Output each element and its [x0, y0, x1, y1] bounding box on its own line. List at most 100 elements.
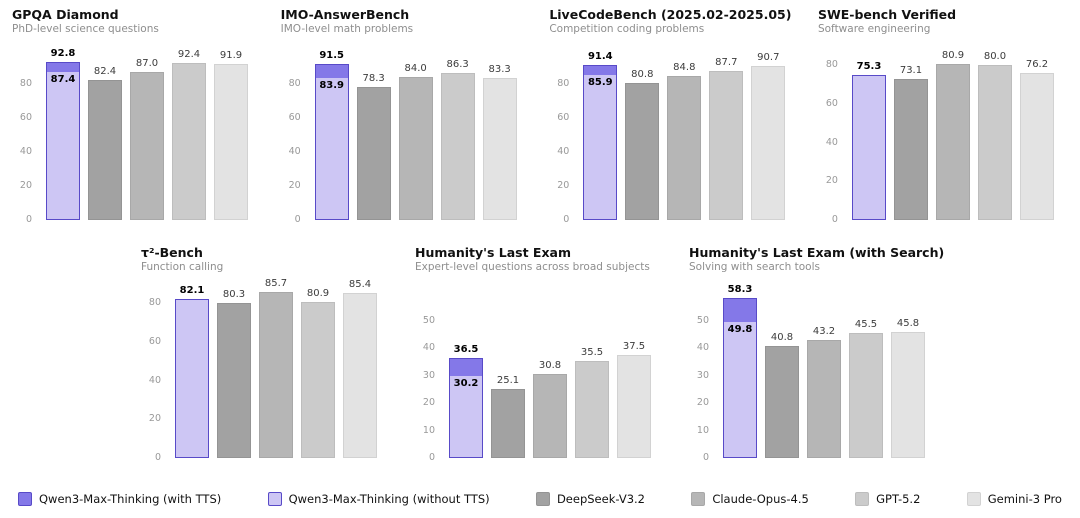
bar-value-label-without-tts: 30.2: [453, 378, 479, 390]
bar-value-label: 87.0: [135, 58, 159, 70]
chart-subtitle: Solving with search tools: [689, 261, 820, 273]
bar-value-label: 80.3: [222, 288, 246, 300]
bar-value-label: 91.4: [587, 50, 613, 62]
bar-qwen-without-tts: [175, 299, 209, 458]
plot-area: 0 20 40 60 80 85.9 91.4 80.8 84.8 87.7 90.7: [557, 50, 786, 225]
bars: 49.8 58.3 40.8 43.2 45.5 45.8: [723, 284, 925, 458]
plot-area: 0 10 20 30 40 50 30.2 36.5 25.1 30.8 35.5 37.5: [423, 288, 651, 463]
bar-fill: [893, 78, 928, 220]
y-tick-label: 60: [288, 112, 301, 123]
y-axis: 0 20 40 60 80: [549, 50, 575, 225]
y-tick-label: 40: [288, 146, 301, 157]
bar-value-label: 90.7: [757, 51, 780, 63]
y-tick-label: 80: [19, 78, 32, 89]
bar-value-label: 83.3: [488, 64, 511, 76]
chart-gpqa-diamond: GPQA Diamond PhD-level science questions…: [12, 7, 262, 225]
bar-qwen-without-tts: 85.9: [583, 64, 618, 220]
bar-claude-opus-4-5: 43.2: [807, 288, 841, 458]
bar-value-label: 86.3: [446, 59, 469, 71]
bar-gpt-5-2: 87.7: [709, 50, 744, 220]
bar-value-label: 92.8: [50, 48, 76, 60]
bar-qwen3-max-thinking: 82.1: [175, 285, 209, 458]
bar-fill: [751, 65, 786, 220]
bar-claude-opus-4-5: 30.8: [533, 288, 567, 458]
bar-qwen-without-tts: [851, 74, 886, 220]
y-tick-label: 40: [696, 342, 709, 354]
y-tick-label: 40: [422, 342, 435, 354]
bar-claude-opus-4-5: 80.9: [935, 50, 970, 220]
y-tick-label: 0: [563, 214, 570, 225]
bar-fill: [667, 75, 702, 220]
chart-title: GPQA Diamond: [12, 7, 119, 22]
legend-label: Gemini-3 Pro: [987, 492, 1062, 506]
y-tick-label: 10: [696, 424, 709, 436]
bar-gpt-5-2: 92.4: [172, 49, 206, 220]
chart-row-top: GPQA Diamond PhD-level science questions…: [10, 7, 1070, 225]
bar-gemini-3-pro: 83.3: [482, 50, 517, 220]
bar-fill: [356, 86, 391, 220]
legend-item-claude-opus-4-5: Claude-Opus-4.5: [691, 492, 809, 506]
y-tick-label: 20: [288, 180, 301, 191]
bar-qwen-without-tts: 49.8: [723, 298, 757, 458]
y-axis: 0 20 40 60 80: [281, 50, 307, 225]
legend-label: Qwen3-Max-Thinking (with TTS): [39, 492, 222, 506]
bar-fill: [891, 332, 925, 458]
chart-imo-answerbench: IMO-AnswerBench IMO-level math problems …: [280, 7, 531, 225]
bar-fill: [301, 301, 335, 458]
bar-qwen-with-tts-segment: [47, 63, 79, 73]
bar-value-label: 80.9: [306, 287, 330, 299]
bar-value-label: 82.1: [179, 285, 205, 297]
bar-value-label: 91.5: [319, 50, 344, 62]
plot-area: 0 10 20 30 40 50 49.8 58.3 40.8 43.2 45.5 45.8: [697, 284, 925, 463]
bar-fill: [977, 65, 1012, 220]
y-axis: 0 20 40 60 80: [141, 288, 167, 463]
bar-qwen3-max-thinking: 85.9 91.4: [583, 50, 618, 220]
bar-fill: [491, 389, 525, 458]
legend-item-gemini-3-pro: Gemini-3 Pro: [966, 492, 1062, 506]
bar-gpt-5-2: 80.0: [977, 50, 1012, 220]
bar-fill: [88, 79, 122, 220]
y-tick-label: 20: [825, 175, 838, 187]
bar-value-label: 58.3: [727, 284, 753, 296]
bar-value-label: 91.9: [219, 49, 243, 61]
chart-swe-bench-verified: SWE-bench Verified Software engineering …: [818, 8, 1068, 225]
chart-title: IMO-AnswerBench: [280, 7, 410, 22]
y-tick-label: 40: [148, 374, 161, 386]
plot-area: 0 20 40 60 80 87.4 92.8 82.4 87.0 92.4 91.9: [20, 48, 248, 225]
bar-value-label: 80.0: [983, 51, 1007, 63]
chart-row-bottom: τ²-Bench Function calling 0 20 40 60 80 82.1…: [10, 245, 1070, 463]
bar-fill: [482, 78, 517, 220]
bar-gpt-5-2: 86.3: [440, 50, 475, 220]
bar-gemini-3-pro: 91.9: [214, 50, 248, 220]
bar-fill: [849, 333, 883, 458]
legend-swatch: [966, 492, 981, 506]
y-tick-label: 30: [696, 369, 709, 381]
bar-gemini-3-pro: 45.8: [891, 288, 925, 458]
chart-humanitys-last-exam-with-search: Humanity's Last Exam (with Search) Solvi…: [689, 245, 945, 463]
y-tick-label: 10: [422, 424, 435, 436]
y-tick-label: 20: [422, 397, 435, 409]
bar-value-label: 35.5: [580, 346, 604, 358]
y-axis: 0 10 20 30 40 50: [689, 288, 715, 462]
bar-value-label: 85.4: [348, 279, 372, 291]
bar-fill: [398, 77, 433, 220]
y-tick-label: 60: [148, 336, 161, 348]
bar-value-label-without-tts: 49.8: [727, 324, 753, 336]
bar-value-label: 37.5: [622, 341, 646, 353]
bar-qwen-with-tts-segment: [584, 65, 617, 75]
y-tick-label: 0: [702, 452, 709, 463]
y-tick-label: 80: [148, 297, 161, 309]
bar-gemini-3-pro: 76.2: [1019, 50, 1054, 220]
bar-fill: [935, 63, 970, 220]
bar-value-label: 87.7: [715, 56, 738, 68]
y-tick-label: 20: [557, 180, 570, 191]
legend-label: Claude-Opus-4.5: [712, 492, 809, 506]
y-tick-label: 60: [825, 98, 838, 110]
bar-value-label: 45.8: [896, 318, 920, 330]
chart-title: LiveCodeBench (2025.02-2025.05): [549, 7, 792, 22]
bar-claude-opus-4-5: 84.8: [667, 50, 702, 220]
y-axis: 0 20 40 60 80: [12, 50, 38, 225]
chart-subtitle: Competition coding problems: [549, 23, 705, 35]
y-tick-label: 30: [422, 369, 435, 381]
chart-title: Humanity's Last Exam (with Search): [689, 245, 945, 260]
